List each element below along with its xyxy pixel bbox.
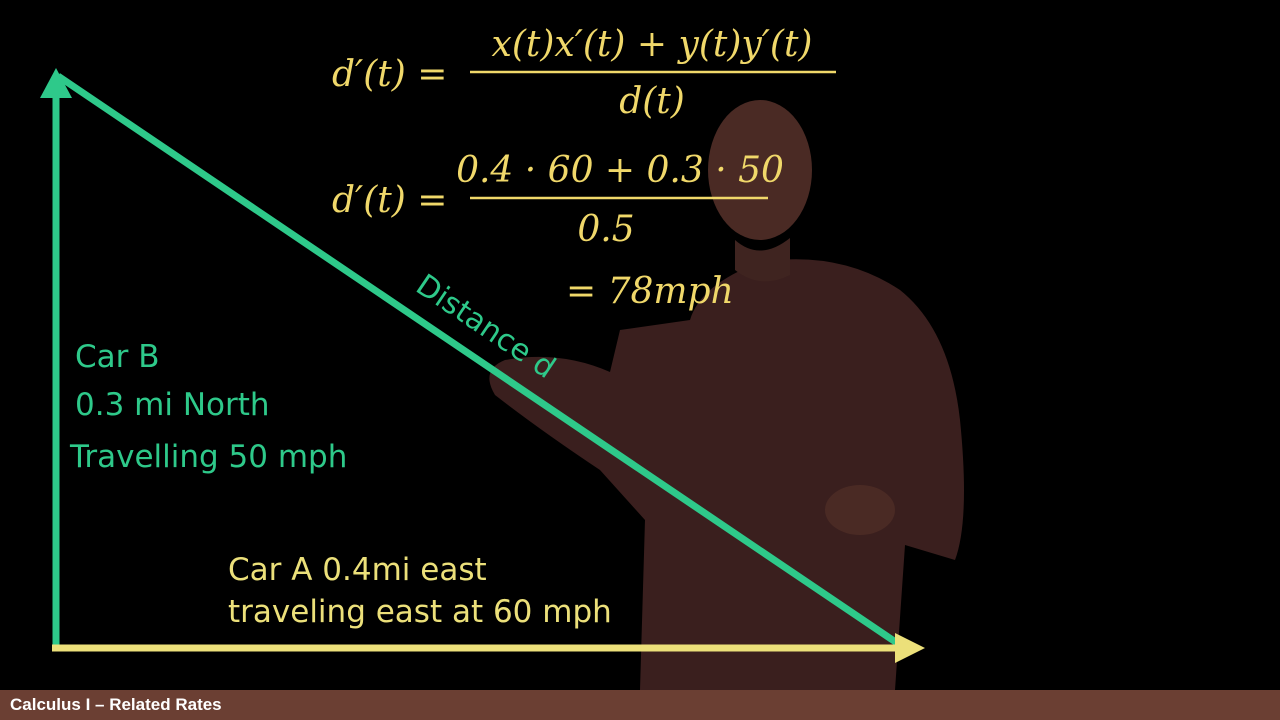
presenter-silhouette <box>489 100 964 690</box>
car-b-arrowhead <box>40 68 72 98</box>
eq1-denominator: d(t) <box>619 81 685 122</box>
footer-bar: Calculus I – Related Rates <box>0 690 1280 720</box>
equation-substituted-values: d′(t) = 0.4 · 60 + 0.3 · 50 0.5 <box>332 150 784 250</box>
eq2-lhs: d′(t) = <box>332 180 447 221</box>
car-a-vector <box>52 633 925 663</box>
distance-hypotenuse <box>56 73 902 648</box>
car-b-title: Car B <box>75 339 160 375</box>
car-b-speed: Travelling 50 mph <box>69 439 347 475</box>
equation-derivative-formula: d′(t) = x(t)x′(t) + y(t)y′(t) d(t) <box>332 24 836 122</box>
footer-course-title: Calculus I – Related Rates <box>10 695 222 714</box>
car-a-arrowhead <box>895 633 925 663</box>
car-a-position: Car A 0.4mi east <box>228 552 487 588</box>
car-a-speed: traveling east at 60 mph <box>228 594 612 630</box>
eq1-lhs: d′(t) = <box>332 54 447 95</box>
equation-result: = 78mph <box>566 271 734 312</box>
eq2-numerator: 0.4 · 60 + 0.3 · 50 <box>456 150 784 191</box>
car-b-vector <box>40 68 72 648</box>
eq2-denominator: 0.5 <box>577 209 634 250</box>
eq1-numerator: x(t)x′(t) + y(t)y′(t) <box>492 24 813 65</box>
car-b-position: 0.3 mi North <box>75 387 270 423</box>
